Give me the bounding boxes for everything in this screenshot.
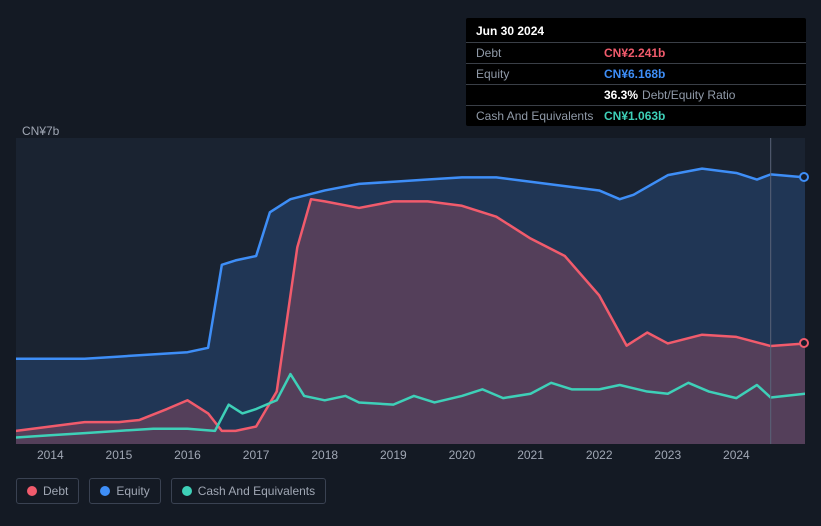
legend-item-debt[interactable]: Debt — [16, 478, 79, 504]
tooltip-row: 36.3% Debt/Equity Ratio — [466, 85, 806, 106]
x-tick: 2024 — [723, 448, 750, 462]
tooltip-row-value: 36.3% — [604, 88, 638, 102]
tooltip-row: DebtCN¥2.241b — [466, 43, 806, 64]
x-tick: 2023 — [654, 448, 681, 462]
tooltip-row-extra: Debt/Equity Ratio — [642, 88, 735, 102]
y-tick-max: CN¥7b — [22, 124, 59, 138]
x-axis: 2014 2015 2016 2017 2018 2019 2020 2021 2022 2023… — [16, 448, 805, 466]
tooltip-row-value: CN¥2.241b — [604, 46, 665, 60]
legend-swatch-icon — [182, 486, 192, 496]
x-tick: 2018 — [311, 448, 338, 462]
debt-end-marker — [799, 338, 809, 348]
x-tick: 2020 — [449, 448, 476, 462]
tooltip-row: EquityCN¥6.168b — [466, 64, 806, 85]
legend-item-label: Equity — [116, 484, 149, 498]
legend-swatch-icon — [100, 486, 110, 496]
legend-item-cash[interactable]: Cash And Equivalents — [171, 478, 326, 504]
x-tick: 2022 — [586, 448, 613, 462]
tooltip-row-value: CN¥1.063b — [604, 109, 665, 123]
tooltip-row-label — [476, 88, 604, 102]
legend: Debt Equity Cash And Equivalents — [16, 478, 326, 504]
tooltip-row-label: Debt — [476, 46, 604, 60]
x-tick: 2017 — [243, 448, 270, 462]
legend-item-label: Debt — [43, 484, 68, 498]
legend-swatch-icon — [27, 486, 37, 496]
legend-item-label: Cash And Equivalents — [198, 484, 315, 498]
legend-item-equity[interactable]: Equity — [89, 478, 160, 504]
equity-end-marker — [799, 172, 809, 182]
chart-plot-area[interactable] — [16, 138, 805, 444]
x-tick: 2015 — [106, 448, 133, 462]
hover-tooltip: Jun 30 2024 DebtCN¥2.241bEquityCN¥6.168b… — [466, 18, 806, 126]
tooltip-row-label: Equity — [476, 67, 604, 81]
x-tick: 2014 — [37, 448, 64, 462]
x-tick: 2019 — [380, 448, 407, 462]
tooltip-row-value: CN¥6.168b — [604, 67, 665, 81]
x-tick: 2016 — [174, 448, 201, 462]
tooltip-row-label: Cash And Equivalents — [476, 109, 604, 123]
x-tick: 2021 — [517, 448, 544, 462]
tooltip-row: Cash And EquivalentsCN¥1.063b — [466, 106, 806, 126]
tooltip-date: Jun 30 2024 — [466, 18, 806, 43]
